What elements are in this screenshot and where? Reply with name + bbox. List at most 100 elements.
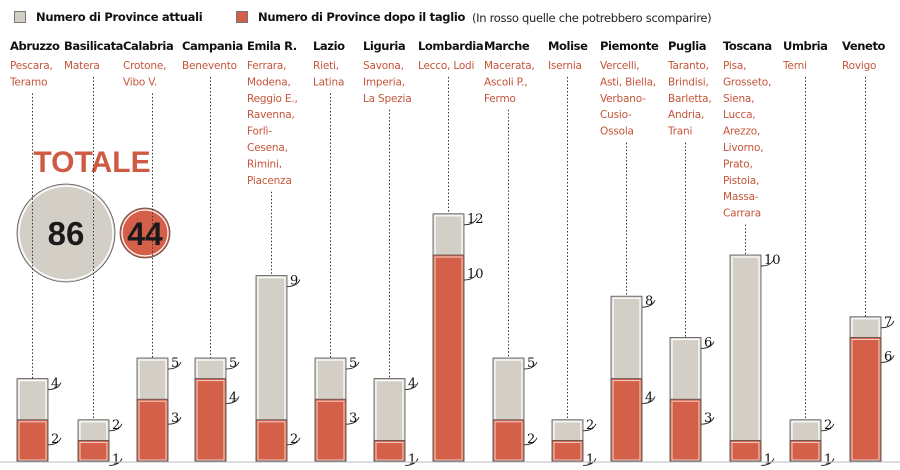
legend-note: (In rosso quelle che potrebbero scompari… (472, 11, 712, 25)
value-label-current: 7 (884, 315, 892, 330)
province-name: Latina (313, 76, 344, 88)
value-hook-current-7 (463, 217, 478, 226)
region-name: Marche (484, 39, 530, 53)
value-label-current: 4 (51, 377, 59, 392)
bar-after (610, 378, 643, 462)
value-label-after: 1 (408, 452, 416, 467)
province-name: Massa- (723, 191, 759, 203)
province-name: Livorno, (723, 142, 763, 154)
region-name: Abruzzo (10, 39, 60, 53)
province-name: Benevento (182, 60, 237, 72)
value-hook-after-9 (582, 458, 597, 466)
value-hook-after-7 (463, 272, 478, 281)
province-name: Grosseto, (723, 76, 771, 88)
region-name: Toscana (723, 39, 772, 53)
value-label-after: 1 (824, 452, 832, 467)
province-name: Matera (64, 60, 100, 72)
region-name: Calabria (123, 39, 173, 53)
bar-after-inner-border (671, 400, 700, 461)
region-name: Puglia (668, 39, 706, 53)
value-hook-current-3 (225, 361, 240, 370)
province-name: Barletta, (668, 93, 712, 105)
province-name: Cesena, (247, 142, 288, 154)
province-name: Pistoia, (723, 175, 759, 187)
province-name: Trani (667, 126, 692, 138)
bar-after (849, 336, 882, 462)
value-hook-current-5 (345, 361, 360, 370)
value-label-after: 3 (704, 411, 712, 426)
province-name: Modena, (247, 76, 291, 88)
bar-after-inner-border (316, 400, 345, 461)
bar-after-inner-border (494, 421, 523, 461)
bar-after-inner-border (851, 338, 880, 461)
value-label-current: 6 (704, 335, 712, 350)
region-name: Piemonte (600, 39, 659, 53)
province-name: Rieti, (313, 60, 339, 72)
value-label-after: 3 (349, 411, 357, 426)
province-name: Siena, (723, 93, 754, 105)
region-name: Lombardia (418, 39, 483, 53)
bar-after-inner-border (791, 441, 820, 461)
province-name: Ravenna, (247, 109, 295, 121)
bar-after-inner-border (196, 380, 225, 461)
province-name: Taranto, (667, 60, 709, 72)
value-label-after: 4 (645, 391, 653, 406)
value-hook-current-13 (820, 423, 835, 432)
bar-after-inner-border (18, 421, 47, 461)
value-label-after: 2 (51, 432, 59, 447)
province-name: Cusio- (600, 109, 632, 121)
region-name: Emila R. (247, 39, 297, 53)
value-label-after: 4 (229, 391, 237, 406)
value-label-current: 5 (527, 356, 535, 371)
value-hook-after-13 (820, 458, 835, 466)
region-name: Basilicata (64, 39, 123, 53)
legend: Numero di Province attuali Numero di Pro… (0, 0, 900, 34)
value-hook-current-8 (523, 361, 538, 370)
value-hook-current-9 (582, 423, 597, 432)
value-label-current: 2 (112, 418, 120, 433)
value-label-after: 2 (290, 432, 298, 447)
legend-item-after: Numero di Province dopo il taglio (236, 10, 465, 24)
province-name: Ossola (600, 126, 634, 138)
bar-after (789, 439, 822, 462)
value-label-current: 2 (824, 418, 832, 433)
bar-after (551, 439, 584, 462)
value-hook-current-11 (700, 341, 715, 349)
bar-after-inner-border (434, 256, 463, 461)
province-name: Vercelli, (600, 60, 639, 72)
total-current-circle-inner-ring (18, 185, 114, 281)
bar-after (77, 439, 110, 462)
value-hook-current-1 (108, 423, 123, 432)
province-name: La Spezia (363, 93, 411, 105)
value-hook-after-10 (641, 396, 656, 405)
value-hook-after-3 (225, 396, 240, 405)
value-label-current: 5 (171, 356, 179, 371)
bar-after-inner-border (79, 441, 108, 461)
bar-after (136, 398, 169, 462)
totale-title: TOTALE (33, 146, 150, 179)
legend-swatch-after (236, 11, 248, 23)
value-hook-after-6 (404, 458, 419, 466)
province-name: Verbano- (600, 93, 646, 105)
bar-after (432, 254, 465, 462)
total-current-value: 86 (48, 215, 85, 252)
legend-label-current: Numero di Province attuali (36, 10, 203, 24)
province-name: Andria, (668, 109, 704, 121)
bar-after-inner-border (612, 380, 641, 461)
province-name: Lucca, (723, 109, 755, 121)
value-label-current: 8 (645, 294, 653, 309)
legend-label-after: Numero di Province dopo il taglio (258, 10, 466, 24)
bar-after (16, 419, 49, 462)
value-hook-after-2 (167, 417, 182, 425)
province-name: Fermo (484, 93, 516, 105)
province-name: Pisa, (723, 60, 746, 72)
value-hook-current-2 (167, 361, 182, 370)
legend-item-current: Numero di Province attuali (14, 10, 203, 24)
legend-swatch-current (14, 11, 26, 23)
totals-group: TOTALE 86 44 (16, 146, 171, 283)
value-label-current: 5 (349, 356, 357, 371)
value-hook-current-4 (286, 279, 301, 288)
value-hook-after-4 (286, 437, 301, 446)
province-name: Brindisi, (668, 76, 709, 88)
province-name: Arezzo, (723, 126, 760, 138)
